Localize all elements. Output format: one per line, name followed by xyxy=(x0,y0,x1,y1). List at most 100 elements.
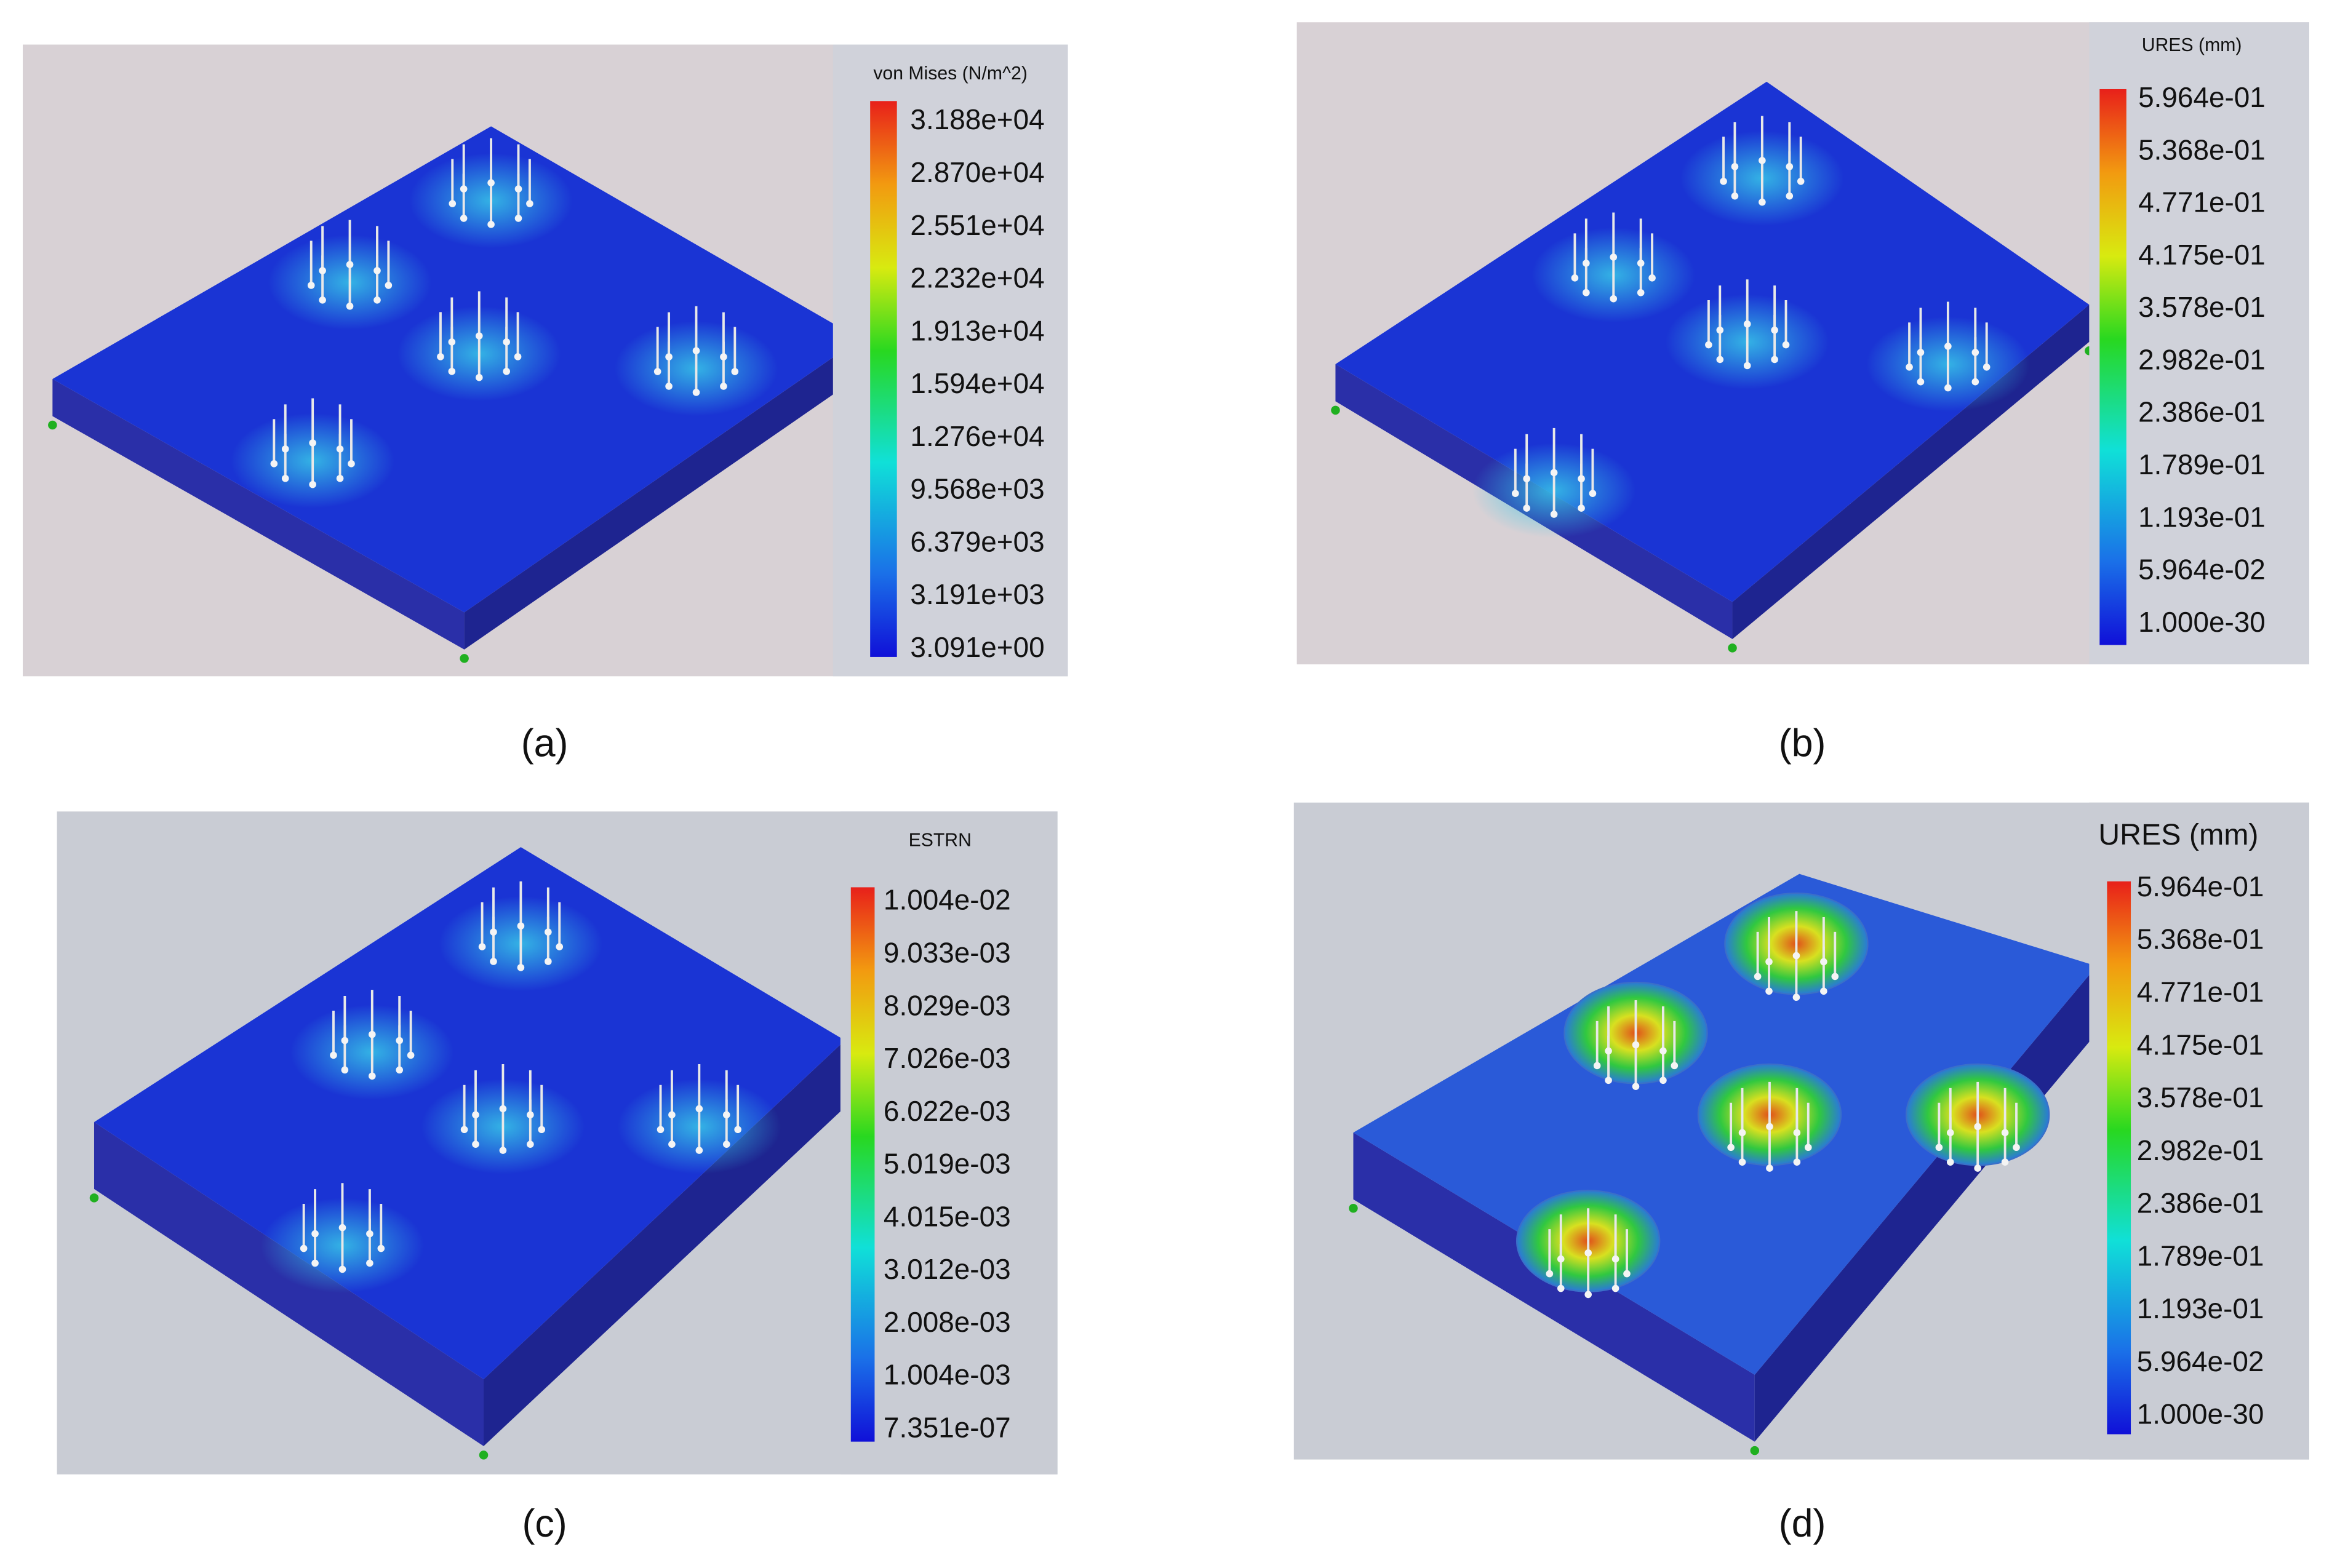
load-arrow-head xyxy=(657,1126,665,1134)
load-arrow-head xyxy=(1804,1144,1812,1152)
plate-left-face xyxy=(1353,1132,1755,1442)
load-arrow-head xyxy=(1782,341,1790,349)
load-arrow-head xyxy=(1546,1270,1554,1278)
legend-label: 5.368e-01 xyxy=(2137,923,2264,955)
load-arrow-head xyxy=(1605,1047,1612,1055)
load-arrow-head xyxy=(1523,504,1530,512)
load-arrow-head xyxy=(1610,253,1618,261)
legend-label: 9.033e-03 xyxy=(884,936,1011,968)
load-arrow-head xyxy=(1584,1291,1592,1299)
fixture xyxy=(1750,1446,1760,1455)
legend-label: 8.029e-03 xyxy=(884,989,1011,1021)
color-bar xyxy=(850,887,875,1442)
load-arrow-head xyxy=(1917,349,1925,356)
legend-label: 4.771e-01 xyxy=(2137,976,2264,1008)
load-arrow-head xyxy=(407,1051,415,1059)
load-arrow-head xyxy=(309,480,316,488)
legend-label: 5.964e-02 xyxy=(2138,554,2266,586)
load-arrow-head xyxy=(527,1140,534,1148)
load-arrow-head xyxy=(2001,1158,2009,1166)
load-arrow-head xyxy=(665,383,673,390)
load-arrow-head xyxy=(1983,363,1991,371)
load-arrow-head xyxy=(377,1244,385,1252)
load-arrow-head xyxy=(1720,177,1727,185)
load-arrow-head xyxy=(1786,192,1794,200)
load-arrow-head xyxy=(336,474,344,482)
panel: ESTRN 1.004e-02 9.033e-03 8.029e-03 7.026e-0… xyxy=(57,811,1058,1545)
load-arrow-head xyxy=(1659,1047,1667,1055)
load-arrow-head xyxy=(695,1105,703,1113)
load-arrow-head xyxy=(1611,1284,1619,1292)
load-arrow-head xyxy=(503,338,510,346)
load-arrow-head xyxy=(300,1244,308,1252)
load-arrow-head xyxy=(1632,1083,1640,1090)
plate-left-face xyxy=(94,1122,484,1446)
panel-caption: (c) xyxy=(522,1502,567,1545)
fixture xyxy=(479,1451,489,1460)
load-arrow-head xyxy=(1754,973,1762,981)
load-arrow-head xyxy=(527,1111,534,1119)
load-arrow-head xyxy=(1935,1144,1943,1152)
load-arrow-head xyxy=(1765,987,1773,995)
load-arrow-head xyxy=(720,383,727,390)
load-arrow-head xyxy=(1974,1123,1981,1131)
load-arrow-head xyxy=(330,1051,337,1059)
load-arrow-head xyxy=(396,1037,404,1045)
load-arrow-head xyxy=(460,185,468,193)
legend-label: 6.379e+03 xyxy=(910,525,1044,557)
color-bar xyxy=(2099,89,2126,645)
panel-caption: (a) xyxy=(521,722,569,765)
load-arrow-head xyxy=(503,367,510,375)
load-arrow-head xyxy=(472,1111,479,1119)
load-arrow-head xyxy=(487,221,495,228)
load-arrow-head xyxy=(1589,490,1597,497)
load-arrow-head xyxy=(346,302,354,310)
load-arrow-head xyxy=(1766,1123,1773,1131)
panel: URES (mm) 5.964e-01 5.368e-01 4.771e-01 4.17… xyxy=(1293,802,2309,1545)
load-arrow-head xyxy=(692,347,700,355)
legend-label: 6.022e-03 xyxy=(884,1095,1011,1127)
legend-label: 2.982e-01 xyxy=(2137,1134,2264,1166)
load-arrow-head xyxy=(514,353,522,360)
load-arrow-head xyxy=(1578,475,1585,483)
load-arrow-head xyxy=(1648,274,1656,282)
load-arrow-head xyxy=(499,1147,507,1154)
load-arrow-head xyxy=(478,943,486,950)
legend-label: 7.026e-03 xyxy=(884,1042,1011,1074)
load-arrow-head xyxy=(1571,274,1579,282)
load-arrow-head xyxy=(475,373,483,381)
load-arrow-head xyxy=(1731,163,1739,170)
color-bar xyxy=(2107,881,2131,1435)
load-arrow-head xyxy=(449,200,457,207)
legend-label: 1.594e+04 xyxy=(910,367,1044,399)
load-arrow-head xyxy=(1831,973,1839,981)
load-arrow-head xyxy=(309,439,316,447)
load-arrow-head xyxy=(668,1111,676,1119)
legend-label: 1.193e-01 xyxy=(2138,501,2266,533)
load-arrow-head xyxy=(346,261,354,268)
load-arrow-head xyxy=(385,282,393,289)
load-arrow-head xyxy=(722,1140,730,1148)
panel: von Mises (N/m^2) 3.188e+04 2.870e+04 2.551… xyxy=(23,44,1068,765)
load-arrow-head xyxy=(1738,1129,1746,1137)
load-arrow-head xyxy=(1632,1041,1640,1049)
load-arrow-head xyxy=(490,928,497,936)
legend-title: URES (mm) xyxy=(2098,818,2258,851)
load-arrow-head xyxy=(734,1126,741,1134)
plate-left-face xyxy=(52,379,465,650)
load-arrow-head xyxy=(2001,1129,2009,1137)
load-arrow-head xyxy=(1759,157,1766,164)
panels: von Mises (N/m^2) 3.188e+04 2.870e+04 2.551… xyxy=(23,22,2309,1545)
legend-label: 1.000e-30 xyxy=(2137,1398,2264,1430)
legend-label: 1.004e-02 xyxy=(884,884,1011,916)
load-arrow-head xyxy=(556,943,564,950)
load-arrow-head xyxy=(1743,362,1751,370)
legend-label: 2.386e-01 xyxy=(2138,396,2266,428)
load-arrow-head xyxy=(448,367,456,375)
load-arrow-head xyxy=(1659,1077,1667,1084)
legend-label: 1.193e-01 xyxy=(2137,1292,2264,1324)
legend-label: 5.019e-03 xyxy=(884,1148,1011,1180)
load-arrow-head xyxy=(1605,1077,1612,1084)
load-arrow-head xyxy=(1557,1284,1565,1292)
